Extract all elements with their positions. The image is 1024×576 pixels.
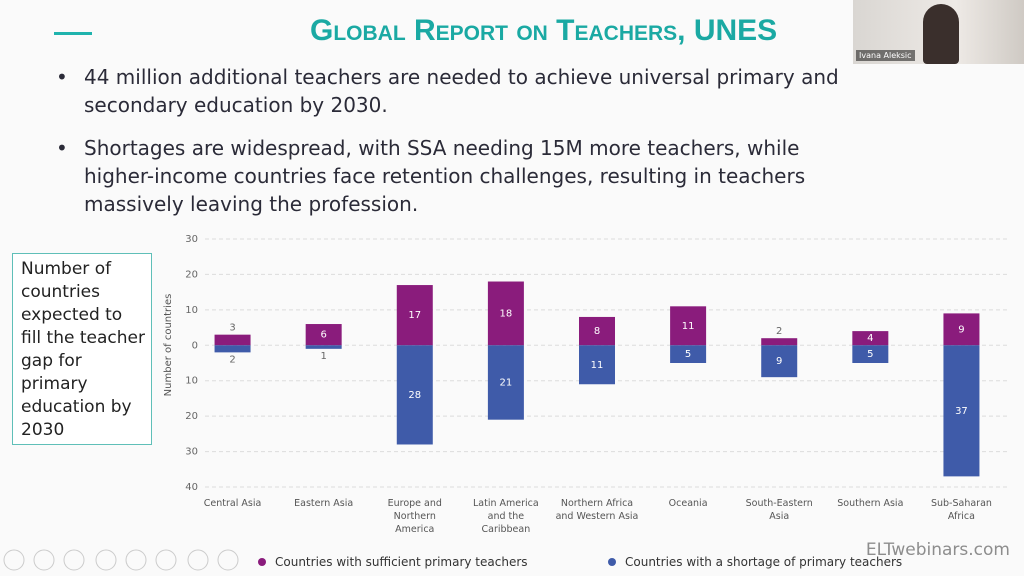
y-tick-label: 0 (192, 340, 198, 351)
bullet: 44 million additional teachers are neede… (56, 63, 864, 119)
bar (943, 345, 980, 477)
y-tick-label: 30 (185, 447, 198, 458)
legend-swatch (608, 558, 616, 566)
bar (761, 345, 798, 378)
toolbar-button[interactable] (217, 549, 239, 571)
presenter (923, 4, 959, 64)
toolbar-button[interactable] (125, 549, 147, 571)
bar (670, 345, 707, 363)
side-note: Number of countries expected to fill the… (12, 253, 152, 445)
bar (396, 285, 433, 346)
x-tick-label: Eastern Asia (294, 498, 354, 509)
x-tick-label: Oceania (668, 498, 708, 509)
data-label: 9 (958, 324, 964, 335)
bar (579, 345, 615, 385)
bar (214, 334, 251, 346)
data-label: 17 (408, 310, 421, 321)
toolbar-button[interactable] (3, 549, 25, 571)
y-tick-label: 10 (185, 376, 198, 387)
bar (487, 345, 524, 420)
x-tick-label: Southern Asia (837, 498, 904, 509)
data-label: 21 (500, 377, 513, 388)
accent-line (54, 32, 92, 35)
bullet: Shortages are widespread, with SSA needi… (56, 134, 864, 218)
data-label: 18 (500, 308, 513, 319)
data-label: 11 (682, 321, 695, 332)
y-axis-title: Number of countries (163, 294, 174, 397)
data-label: 5 (685, 349, 691, 360)
toolbar-button[interactable] (155, 549, 177, 571)
x-tick-label: Central Asia (203, 498, 262, 509)
y-tick-label: 20 (185, 269, 198, 280)
y-tick-label: 10 (185, 305, 198, 316)
y-tick-label: 20 (185, 411, 198, 422)
data-label: 1 (320, 351, 326, 362)
data-label: 9 (776, 356, 782, 367)
data-label: 11 (591, 360, 604, 371)
x-tick-label: Northern Africa and Western Asia (555, 498, 639, 522)
x-tick-label: South-Eastern Asia (745, 498, 813, 522)
video-thumbnail[interactable]: Ivana Aleksic (853, 0, 1024, 64)
toolbar-button[interactable] (33, 549, 55, 571)
bar (214, 345, 251, 353)
data-label: 4 (867, 333, 873, 344)
data-label: 37 (955, 406, 968, 417)
bar (943, 313, 980, 346)
bar (396, 345, 433, 445)
toolbar-button[interactable] (187, 549, 209, 571)
watermark: ELTwebinars.com (865, 540, 1010, 560)
x-tick-label: Europe and Northern America (387, 498, 442, 535)
toolbar-button[interactable] (95, 549, 117, 571)
bar (579, 316, 615, 346)
bar (487, 281, 524, 346)
data-label: 3 (229, 323, 235, 334)
bar (761, 338, 798, 346)
data-label: 8 (594, 326, 600, 337)
legend-swatch (258, 558, 266, 566)
bar (852, 331, 889, 346)
x-tick-label: Sub-Saharan Africa (930, 498, 992, 522)
data-label: 6 (320, 330, 326, 341)
data-label: 2 (776, 326, 782, 337)
slide-title: Global Report on Teachers, UNES (310, 14, 778, 47)
toolbar (3, 549, 239, 571)
data-label: 28 (408, 390, 421, 401)
data-label: 5 (867, 349, 873, 360)
data-label: 2 (229, 354, 235, 365)
x-tick-label: Latin America and the Caribbean (473, 498, 539, 535)
bar (852, 345, 889, 363)
toolbar-button[interactable] (63, 549, 85, 571)
presenter-name: Ivana Aleksic (856, 50, 915, 61)
legend-label: Countries with a shortage of primary tea… (625, 555, 903, 569)
bar (305, 345, 342, 349)
bar (305, 324, 342, 346)
y-tick-label: 40 (185, 482, 198, 493)
bar (670, 306, 707, 346)
y-tick-label: 30 (185, 234, 198, 245)
legend-label: Countries with sufficient primary teache… (275, 555, 528, 569)
